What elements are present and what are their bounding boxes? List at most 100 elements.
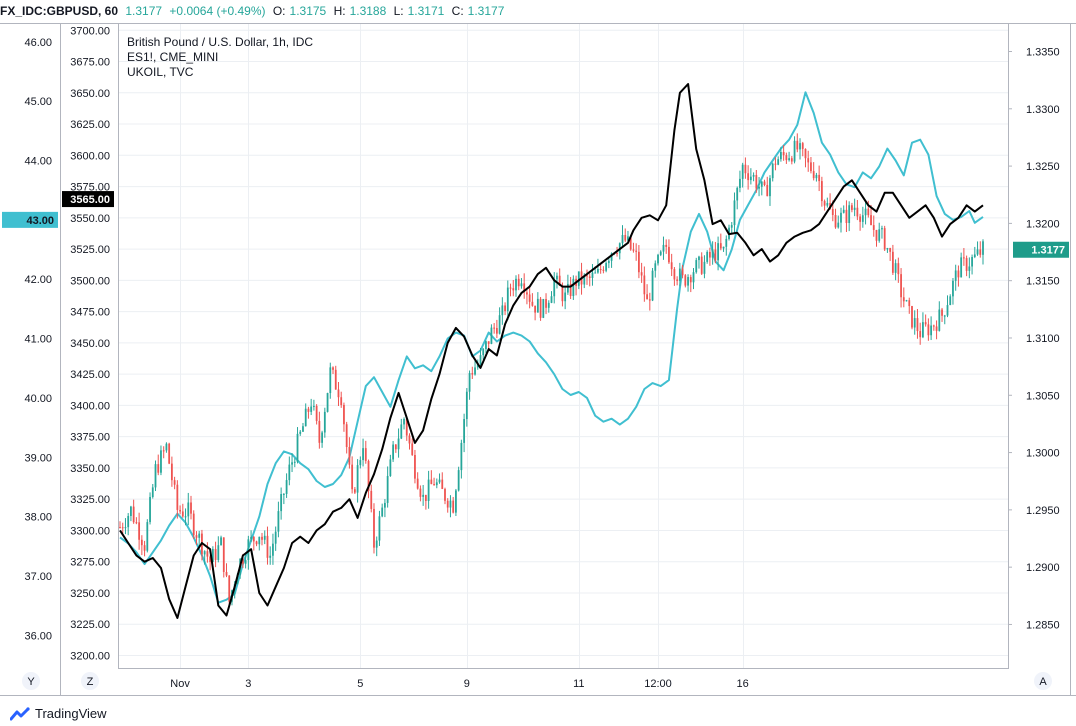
gbpusd-price-axis[interactable]: 1.2850 1.2900 1.2950 1.3000 1.3050 1.3100 1.31… — [1008, 47, 1060, 632]
y-axis-button-bg — [22, 672, 40, 690]
candle-body — [433, 484, 435, 486]
high-value: 1.3188 — [349, 4, 387, 18]
time-tick-label: 12:00 — [644, 678, 672, 690]
candle — [657, 253, 659, 266]
candle-body — [700, 256, 703, 274]
candle — [717, 236, 719, 271]
candle-body — [471, 373, 474, 375]
candle — [299, 429, 302, 436]
candle-body — [635, 250, 638, 252]
ukoil-price-axis[interactable]: 36.00 37.00 38.00 39.00 40.00 41.00 42.00 43.00… — [24, 37, 52, 643]
candle-body — [788, 158, 790, 161]
candle-body — [493, 327, 496, 329]
gbpusd-tick-label: 1.3350 — [1026, 47, 1060, 59]
candle — [804, 148, 807, 168]
candle-body — [558, 275, 561, 286]
es-tick-label: 3475.00 — [70, 307, 110, 319]
symbol-label[interactable]: FX_IDC:GBPUSD, 60 — [0, 4, 119, 18]
time-axis[interactable]: Nov 3 5 9 11 12:00 16 — [170, 678, 748, 690]
candle — [277, 501, 280, 538]
candle-body — [165, 443, 168, 451]
candle — [173, 476, 176, 490]
candle-body — [561, 285, 564, 302]
candle-body — [520, 283, 523, 287]
candle-body — [323, 411, 326, 433]
candle — [848, 201, 851, 232]
candle — [536, 292, 539, 313]
candle-body — [422, 494, 425, 497]
candle-body — [190, 502, 192, 514]
candle-body — [244, 560, 247, 564]
candle-body — [736, 187, 739, 201]
candle — [526, 289, 528, 305]
candle-body — [474, 367, 476, 375]
candle-body — [878, 229, 881, 241]
candle-body — [187, 502, 190, 517]
candle-body — [943, 315, 946, 317]
candle-body — [351, 464, 354, 490]
candle — [381, 503, 384, 518]
candle — [531, 293, 534, 307]
candle — [340, 391, 343, 408]
candle — [433, 477, 435, 486]
candle-body — [531, 301, 534, 306]
y-axis-button[interactable]: Y — [22, 672, 40, 690]
candle — [367, 459, 370, 499]
candle-body — [807, 158, 810, 163]
ukoil-tick-label: 37.00 — [24, 571, 52, 583]
ukoil-tick-label: 41.00 — [24, 334, 52, 346]
candle-body — [864, 208, 867, 216]
auto-scale-button[interactable]: A — [1034, 672, 1052, 690]
candle — [523, 273, 526, 299]
candle-body — [181, 511, 184, 517]
candle-body — [302, 426, 304, 432]
candle-body — [132, 506, 135, 523]
candle — [872, 215, 875, 237]
auto-scale-button-label: A — [1039, 676, 1047, 688]
candle-body — [504, 305, 506, 312]
candle — [919, 322, 922, 345]
candle-body — [124, 527, 127, 529]
candle-body — [957, 270, 960, 278]
es-price-axis[interactable]: 3200.00 3225.00 3250.00 3275.00 3300.00 3325.… — [70, 25, 110, 662]
candle — [506, 280, 509, 321]
candle-body — [138, 522, 141, 540]
open-label: O: — [272, 4, 286, 18]
candle — [788, 151, 790, 162]
candle — [823, 199, 826, 211]
candle — [313, 399, 315, 411]
candle — [446, 498, 449, 513]
candle-body — [343, 404, 345, 425]
zoom-button[interactable]: Z — [81, 672, 99, 690]
candle-body — [119, 527, 121, 529]
candle — [911, 305, 913, 330]
candle-body — [296, 433, 299, 462]
candle — [790, 156, 793, 165]
candle-body — [288, 464, 291, 481]
brand-name: TradingView — [35, 706, 107, 721]
candle-body — [506, 287, 509, 312]
candle — [943, 314, 946, 325]
candle — [288, 456, 291, 486]
gbpusd-tick-label: 1.3150 — [1026, 276, 1060, 288]
candle — [730, 222, 733, 235]
candle-body — [867, 208, 870, 216]
candle — [739, 170, 741, 193]
candle — [960, 252, 963, 278]
tradingview-logo-icon — [10, 707, 30, 721]
candle — [304, 403, 307, 427]
candle-body — [247, 539, 250, 561]
candle-body — [282, 493, 285, 495]
candle-body — [826, 202, 829, 206]
candle — [528, 287, 531, 309]
candle-body — [793, 140, 796, 162]
candle — [323, 407, 326, 438]
ukoil-tick-label: 44.00 — [24, 156, 52, 168]
candle-body — [250, 536, 252, 540]
candle — [364, 440, 367, 464]
chart-canvas[interactable]: 36.00 37.00 38.00 39.00 40.00 41.00 42.00 43.00… — [0, 0, 1076, 700]
candle — [170, 456, 173, 487]
candle-body — [556, 275, 558, 280]
candle — [760, 181, 763, 196]
candle-body — [501, 305, 504, 316]
